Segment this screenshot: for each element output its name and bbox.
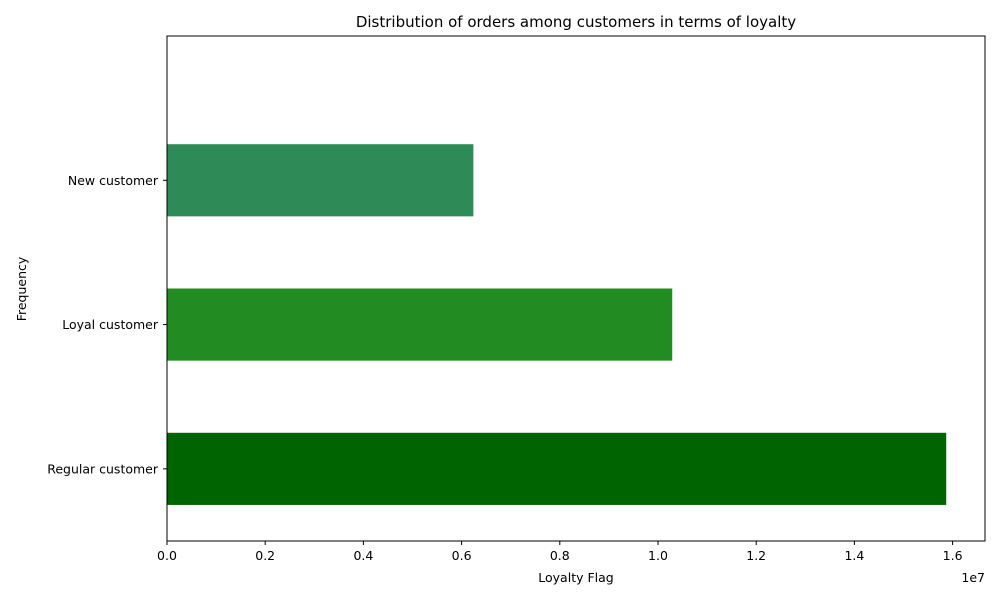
x-tick-label: 0.0	[157, 548, 177, 563]
chart-title: Distribution of orders among customers i…	[356, 13, 796, 31]
y-axis-label: Frequency	[14, 256, 29, 321]
bar-loyal-customer	[167, 288, 673, 361]
y-tick-label: Loyal customer	[62, 317, 159, 332]
y-tick-label: Regular customer	[47, 461, 159, 476]
plot-frame	[166, 35, 986, 542]
ticks-layer: Regular customer Loyal customer New custom…	[47, 173, 962, 563]
x-tick-label: 0.2	[255, 548, 275, 563]
x-tick-label: 1.6	[943, 548, 963, 563]
bar-new-customer	[167, 144, 474, 217]
x-tick-label: 1.4	[844, 548, 864, 563]
x-tick-label: 0.8	[550, 548, 570, 563]
x-tick-label: 0.6	[452, 548, 472, 563]
x-tick-label: 0.4	[353, 548, 373, 563]
bars-layer	[167, 144, 947, 505]
bar-regular-customer	[167, 432, 947, 505]
y-tick-label: New customer	[68, 173, 159, 188]
x-tick-label: 1.0	[648, 548, 668, 563]
x-tick-label: 1.2	[746, 548, 766, 563]
x-axis-offset-label: 1e7	[961, 570, 985, 585]
x-axis-label: Loyalty Flag	[538, 570, 613, 585]
